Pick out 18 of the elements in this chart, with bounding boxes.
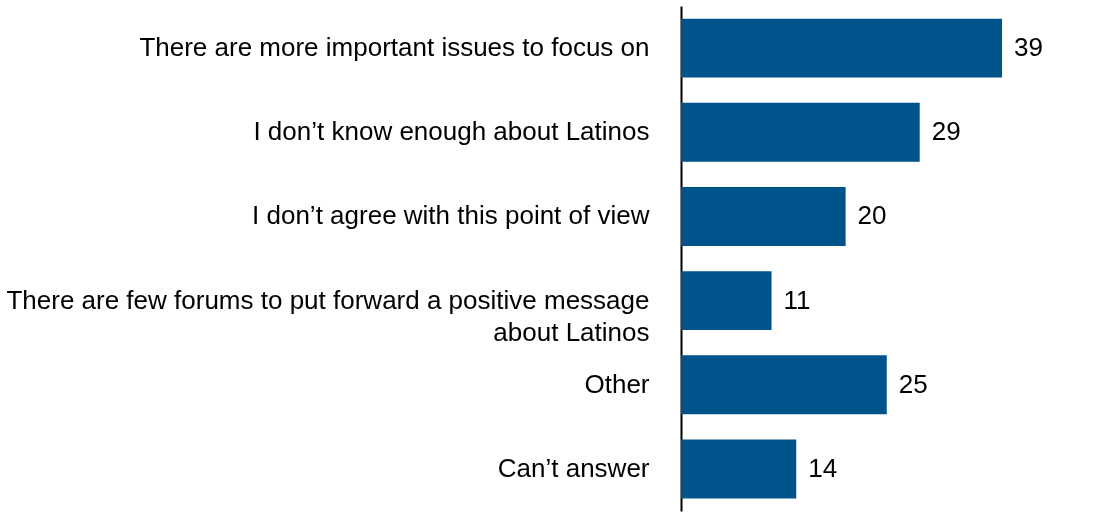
y-tick-label: There are few forums to put forward a positive message about Latinos [6,284,650,347]
bar [681,186,846,246]
data-label: 29 [931,116,961,147]
data-label: 14 [808,452,838,483]
y-tick-label: Can’t answer [497,452,650,483]
y-tick-label: I don’t know enough about Latinos [253,116,650,147]
bar [681,271,772,331]
y-tick-label: Other [584,368,650,399]
data-label: 11 [783,284,811,315]
bar [681,18,1002,78]
y-tick-label: There are more important issues to focus on [139,32,650,63]
bar [681,102,920,162]
bar [681,439,797,499]
bar [681,355,887,415]
y-tick-label: I don’t agree with this point of view [252,200,650,231]
data-label: 39 [1014,32,1043,63]
data-label: 25 [898,368,928,399]
data-label: 20 [857,200,887,231]
